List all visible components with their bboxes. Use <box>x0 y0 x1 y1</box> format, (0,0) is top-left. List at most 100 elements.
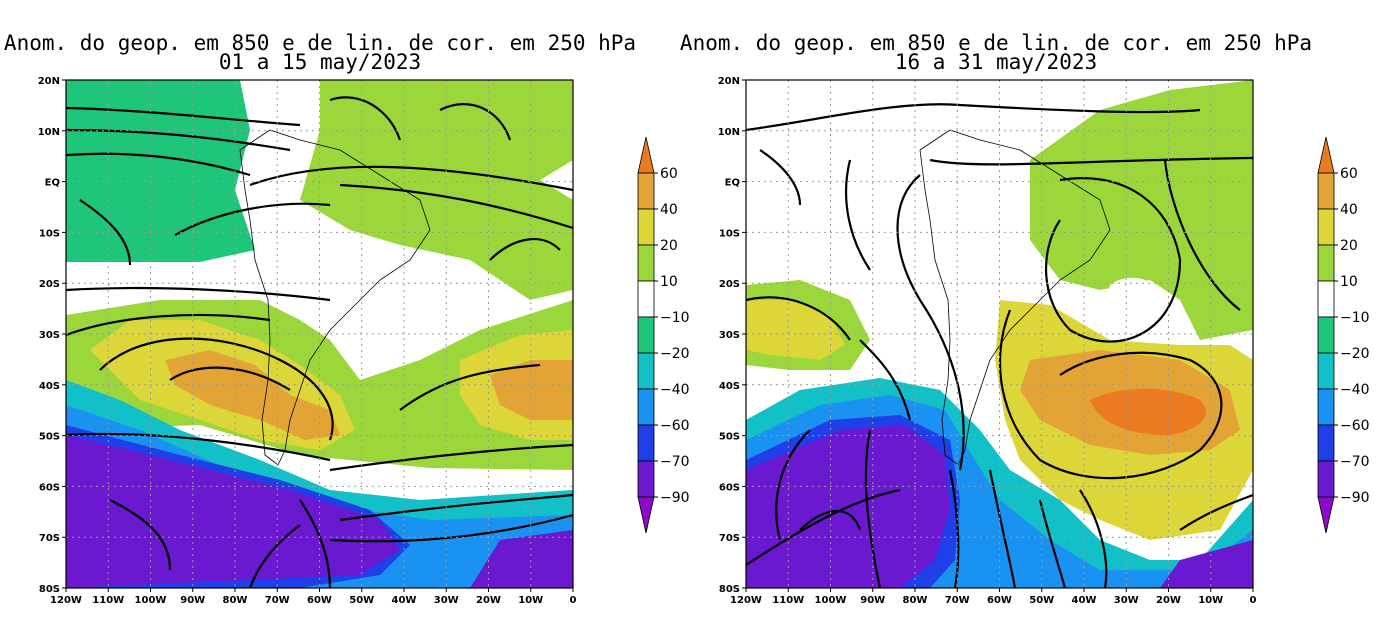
right-colorbar-label: −70 <box>1340 454 1370 470</box>
right-lat-tick-label: 10S <box>719 228 740 239</box>
right-colorbar-label: −40 <box>1340 382 1370 398</box>
right-lat-tick-label: 20N <box>718 76 740 87</box>
right-lon-tick-label: 70W <box>945 595 970 606</box>
left-anom-purple-se <box>470 530 573 588</box>
right-colorbar: 60 40 20 10 −10 −20 −40 −60 −70 −90 <box>1317 136 1370 534</box>
left-colorbar-segment <box>637 352 655 390</box>
left-colorbar-segment <box>637 388 655 426</box>
right-anom-white-hole <box>1108 277 1166 327</box>
left-lat-tick-label: 10S <box>39 228 60 239</box>
left-colorbar-label: 60 <box>660 166 678 182</box>
right-colorbar-segment <box>1317 208 1335 246</box>
left-lon-tick-label: 50W <box>349 595 374 606</box>
left-colorbar-segment <box>637 172 655 210</box>
right-lon-tick-label: 40W <box>1072 595 1097 606</box>
left-lat-tick-label: 10N <box>38 127 60 138</box>
left-colorbar-label: −10 <box>660 310 690 326</box>
left-colorbar-label: −20 <box>660 346 690 362</box>
right-lon-tick-label: 10W <box>1198 595 1223 606</box>
left-lat-tick-label: 20S <box>39 279 60 290</box>
right-title-line2: 16 a 31 may/2023 <box>895 50 1097 74</box>
left-colorbar-segment <box>637 244 655 282</box>
left-lon-tick-label: 80W <box>223 595 248 606</box>
left-lat-tick-label: 40S <box>39 381 60 392</box>
left-lon-tick-label: 10W <box>518 595 543 606</box>
left-continent-outline <box>239 129 431 466</box>
right-colorbar-segment <box>1317 496 1335 534</box>
right-colorbar-segment <box>1317 352 1335 390</box>
right-colorbar-label: 10 <box>1340 274 1358 290</box>
right-lat-tick-label: 70S <box>719 533 740 544</box>
left-colorbar-segment <box>637 460 655 498</box>
right-lon-tick-label: 100W <box>815 595 847 606</box>
right-anom-yellow-w <box>746 300 845 360</box>
right-colorbar-segment <box>1317 244 1335 282</box>
right-anom-darkorange-c <box>1090 388 1206 435</box>
left-lon-tick-label: 70W <box>265 595 290 606</box>
left-colorbar-segment <box>637 424 655 462</box>
left-lat-tick-label: 20N <box>38 76 60 87</box>
left-colorbar-segment <box>637 208 655 246</box>
right-colorbar-label: 20 <box>1340 238 1358 254</box>
right-lon-tick-label: 0 <box>1250 595 1257 606</box>
left-lon-tick-label: 60W <box>307 595 332 606</box>
left-anom-orange-w <box>165 350 340 440</box>
left-streamlines <box>66 96 573 588</box>
left-panel: Anom. do geop. em 850 e de lin. de cor. … <box>4 31 636 606</box>
right-lat-tick-label: 80S <box>719 584 740 595</box>
right-streamlines <box>746 103 1253 588</box>
right-colorbar-segment <box>1317 388 1335 426</box>
right-colorbar-label: −10 <box>1340 310 1370 326</box>
left-title-line1: Anom. do geop. em 850 e de lin. de cor. … <box>4 31 636 55</box>
right-lat-tick-label: 10N <box>718 127 740 138</box>
left-anom-orange-e <box>490 360 573 420</box>
right-lat-tick-label: 50S <box>719 432 740 443</box>
right-lat-tick-label: EQ <box>725 178 740 189</box>
left-colorbar-label: −60 <box>660 418 690 434</box>
right-colorbar-segment <box>1317 136 1335 174</box>
right-colorbar-segment <box>1317 424 1335 462</box>
left-lon-tick-label: 30W <box>434 595 459 606</box>
right-lon-tick-label: 120W <box>730 595 762 606</box>
left-grid <box>66 80 573 588</box>
right-map <box>746 80 1253 588</box>
right-colorbar-label: 60 <box>1340 166 1358 182</box>
left-anom-lightgreen-ne <box>300 80 573 300</box>
right-lon-tick-label: 20W <box>1156 595 1181 606</box>
right-colorbar-segment <box>1317 316 1335 354</box>
left-colorbar-label: −40 <box>660 382 690 398</box>
left-map <box>66 80 573 588</box>
left-colorbar-segment <box>637 496 655 534</box>
right-lon-tick-label: 110W <box>772 595 804 606</box>
left-colorbar-label: 40 <box>660 202 678 218</box>
right-anom-lightgreen-ne <box>1030 80 1253 340</box>
right-panel: Anom. do geop. em 850 e de lin. de cor. … <box>680 31 1312 606</box>
right-grid <box>746 80 1253 588</box>
right-anom-purple-se <box>1160 540 1253 588</box>
right-continent-outline <box>919 129 1111 466</box>
right-lon-tick-label: 50W <box>1029 595 1054 606</box>
left-lat-tick-label: 70S <box>39 533 60 544</box>
right-colorbar-label: −60 <box>1340 418 1370 434</box>
left-colorbar-label: −90 <box>660 490 690 506</box>
right-lon-tick-label: 90W <box>860 595 885 606</box>
right-colorbar-label: 40 <box>1340 202 1358 218</box>
left-colorbar-label: 20 <box>660 238 678 254</box>
right-title-line1: Anom. do geop. em 850 e de lin. de cor. … <box>680 31 1312 55</box>
left-lon-tick-label: 90W <box>180 595 205 606</box>
left-lat-tick-label: 30S <box>39 330 60 341</box>
right-lat-tick-label: 40S <box>719 381 740 392</box>
left-lat-tick-label: 50S <box>39 432 60 443</box>
left-colorbar-label: −70 <box>660 454 690 470</box>
right-colorbar-label: −90 <box>1340 490 1370 506</box>
left-colorbar-segment <box>637 280 655 318</box>
left-lon-tick-label: 0 <box>570 595 577 606</box>
left-colorbar-segment <box>637 316 655 354</box>
left-lon-tick-label: 120W <box>50 595 82 606</box>
left-lat-tick-label: EQ <box>45 178 60 189</box>
left-lat-tick-label: 60S <box>39 482 60 493</box>
left-lon-tick-label: 40W <box>392 595 417 606</box>
